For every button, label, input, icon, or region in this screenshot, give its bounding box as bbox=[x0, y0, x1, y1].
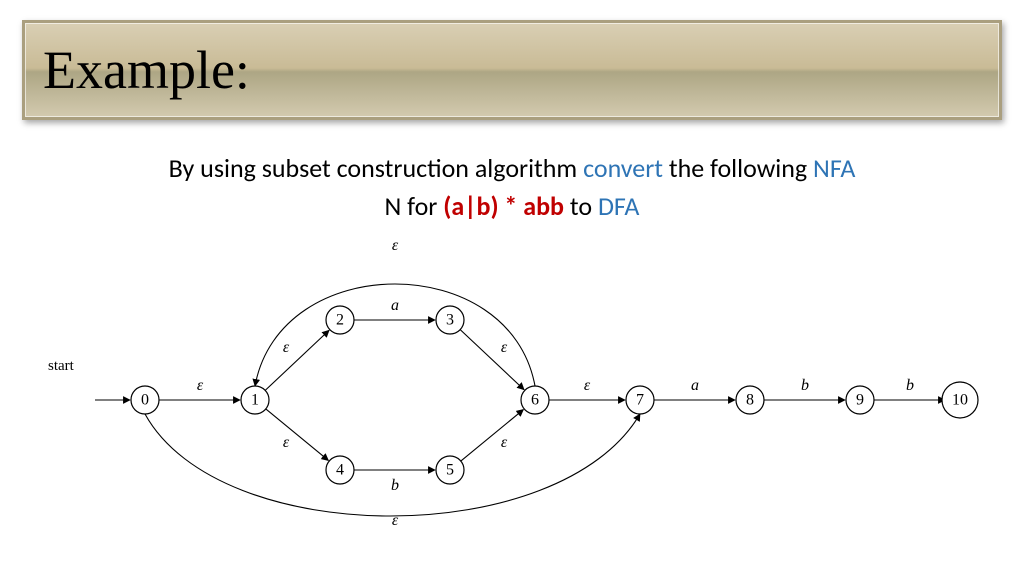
edge-label-3-6: ε bbox=[501, 339, 508, 356]
edge-label-6-7: ε bbox=[584, 377, 591, 394]
state-3: 3 bbox=[436, 306, 464, 334]
title-text: Example: bbox=[43, 39, 250, 101]
svg-text:4: 4 bbox=[336, 462, 344, 479]
kw-nfa: NFA bbox=[813, 152, 855, 184]
edge-label-5-6: ε bbox=[501, 434, 508, 451]
edge-label-2-3: a bbox=[391, 297, 399, 314]
state-0: 0 bbox=[131, 386, 159, 414]
edge-label-1-2: ε bbox=[283, 339, 290, 356]
svg-text:9: 9 bbox=[856, 392, 864, 409]
line2-t1: N for bbox=[385, 190, 444, 222]
state-9: 9 bbox=[846, 386, 874, 414]
state-10: 10 bbox=[942, 382, 978, 418]
edge-5-6 bbox=[461, 410, 524, 462]
edge-label-0-7: ε bbox=[392, 512, 399, 529]
edge-label-7-8: a bbox=[691, 377, 699, 394]
edge-label-1-4: ε bbox=[283, 434, 290, 451]
svg-text:2: 2 bbox=[336, 312, 344, 329]
edge-label-4-5: b bbox=[391, 477, 399, 494]
svg-text:1: 1 bbox=[251, 392, 259, 409]
body-line-2: N for (a|b) * abb to DFA bbox=[0, 190, 1024, 222]
svg-text:8: 8 bbox=[746, 392, 754, 409]
svg-text:3: 3 bbox=[446, 312, 454, 329]
title-bar: Example: bbox=[22, 20, 1002, 120]
state-2: 2 bbox=[326, 306, 354, 334]
state-6: 6 bbox=[521, 386, 549, 414]
kw-dfa: DFA bbox=[598, 190, 640, 222]
line1-t1: By using subset construction algorithm bbox=[169, 152, 583, 184]
kw-expr: (a|b) * abb bbox=[443, 190, 564, 222]
state-5: 5 bbox=[436, 456, 464, 484]
edge-label-8-9: b bbox=[801, 377, 809, 394]
state-4: 4 bbox=[326, 456, 354, 484]
edge-1-4 bbox=[266, 409, 329, 461]
edge-label-9-10: b bbox=[906, 377, 914, 394]
svg-text:7: 7 bbox=[636, 392, 644, 409]
state-1: 1 bbox=[241, 386, 269, 414]
state-8: 8 bbox=[736, 386, 764, 414]
line2-t2: to bbox=[564, 190, 598, 222]
svg-text:0: 0 bbox=[141, 392, 149, 409]
svg-text:5: 5 bbox=[446, 462, 454, 479]
body-line-1: By using subset construction algorithm c… bbox=[0, 152, 1024, 184]
line1-t2: the following bbox=[663, 152, 813, 184]
edge-label-0-1: ε bbox=[197, 377, 204, 394]
edge-label-6-1: ε bbox=[392, 237, 399, 254]
edge-0-7 bbox=[145, 414, 640, 516]
svg-text:10: 10 bbox=[952, 392, 968, 409]
nfa-diagram: start ε ε ε a b ε ε ε a b b ε ε 0 1 2 3 4 5 6 7 8 9 10 bbox=[40, 230, 1000, 530]
svg-text:6: 6 bbox=[531, 392, 539, 409]
kw-convert: convert bbox=[583, 152, 663, 184]
state-7: 7 bbox=[626, 386, 654, 414]
start-label: start bbox=[48, 358, 75, 374]
